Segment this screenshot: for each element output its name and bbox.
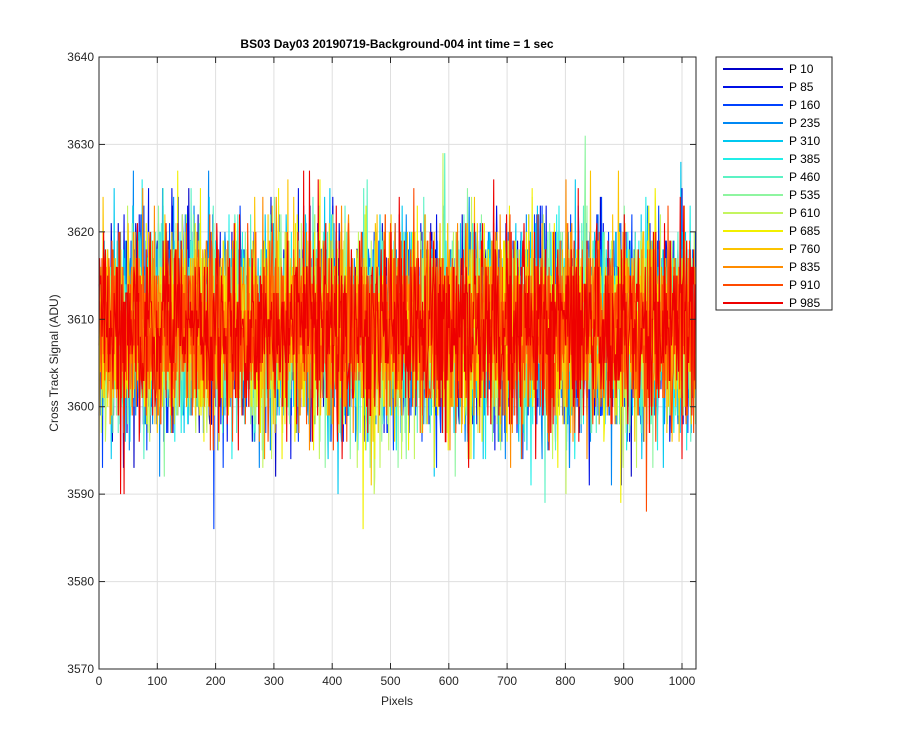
series-line <box>98 170 696 495</box>
legend-entry-label: P 835 <box>789 260 820 274</box>
x-tick-label: 700 <box>497 674 517 688</box>
legend: P 10 P 85 P 160 P 235 P 310 P 385 P 460 P 535 P … <box>715 56 833 311</box>
legend-entry-label: P 160 <box>789 98 820 112</box>
y-tick-label: 3580 <box>67 575 94 589</box>
y-axis: 3570 3580 3590 3600 3610 3620 3630 3640 <box>67 50 696 676</box>
x-tick-label: 900 <box>614 674 634 688</box>
x-tick-label: 400 <box>322 674 342 688</box>
y-tick-label: 3570 <box>67 662 94 676</box>
legend-entry-label: P 760 <box>789 242 820 256</box>
legend-entry-label: P 10 <box>789 62 814 76</box>
x-tick-label: 1000 <box>669 674 696 688</box>
series-line <box>99 188 696 512</box>
x-tick-label: 500 <box>380 674 400 688</box>
legend-entry-label: P 610 <box>789 206 820 220</box>
x-tick-label: 300 <box>264 674 284 688</box>
legend-entry-label: P 385 <box>789 152 820 166</box>
x-tick-label: 100 <box>147 674 167 688</box>
legend-entry-label: P 685 <box>789 224 820 238</box>
x-axis-label: Pixels <box>381 694 413 708</box>
x-tick-label: 600 <box>439 674 459 688</box>
y-tick-label: 3640 <box>67 50 94 64</box>
plot-frame <box>98 56 697 670</box>
y-tick-label: 3610 <box>67 312 94 326</box>
legend-entry-label: P 235 <box>789 116 820 130</box>
x-axis: 0 100 200 300 400 500 600 700 800 900 1000 <box>96 57 696 688</box>
y-tick-label: 3590 <box>67 487 94 501</box>
y-axis-label: Cross Track Signal (ADU) <box>47 294 61 431</box>
y-tick-label: 3600 <box>67 400 94 414</box>
legend-entry-label: P 910 <box>789 278 820 292</box>
legend-entry-label: P 985 <box>789 296 820 310</box>
x-tick-label: 0 <box>96 674 103 688</box>
series-layer <box>98 135 696 530</box>
legend-entry-label: P 85 <box>789 80 814 94</box>
y-tick-label: 3620 <box>67 225 94 239</box>
chart-title: BS03 Day03 20190719-Background-004 int t… <box>240 37 553 51</box>
x-tick-label: 200 <box>206 674 226 688</box>
legend-entry-label: P 460 <box>789 170 820 184</box>
legend-entry-label: P 310 <box>789 134 820 148</box>
legend-entry-label: P 535 <box>789 188 820 202</box>
y-tick-label: 3630 <box>67 137 94 151</box>
x-tick-label: 800 <box>555 674 575 688</box>
